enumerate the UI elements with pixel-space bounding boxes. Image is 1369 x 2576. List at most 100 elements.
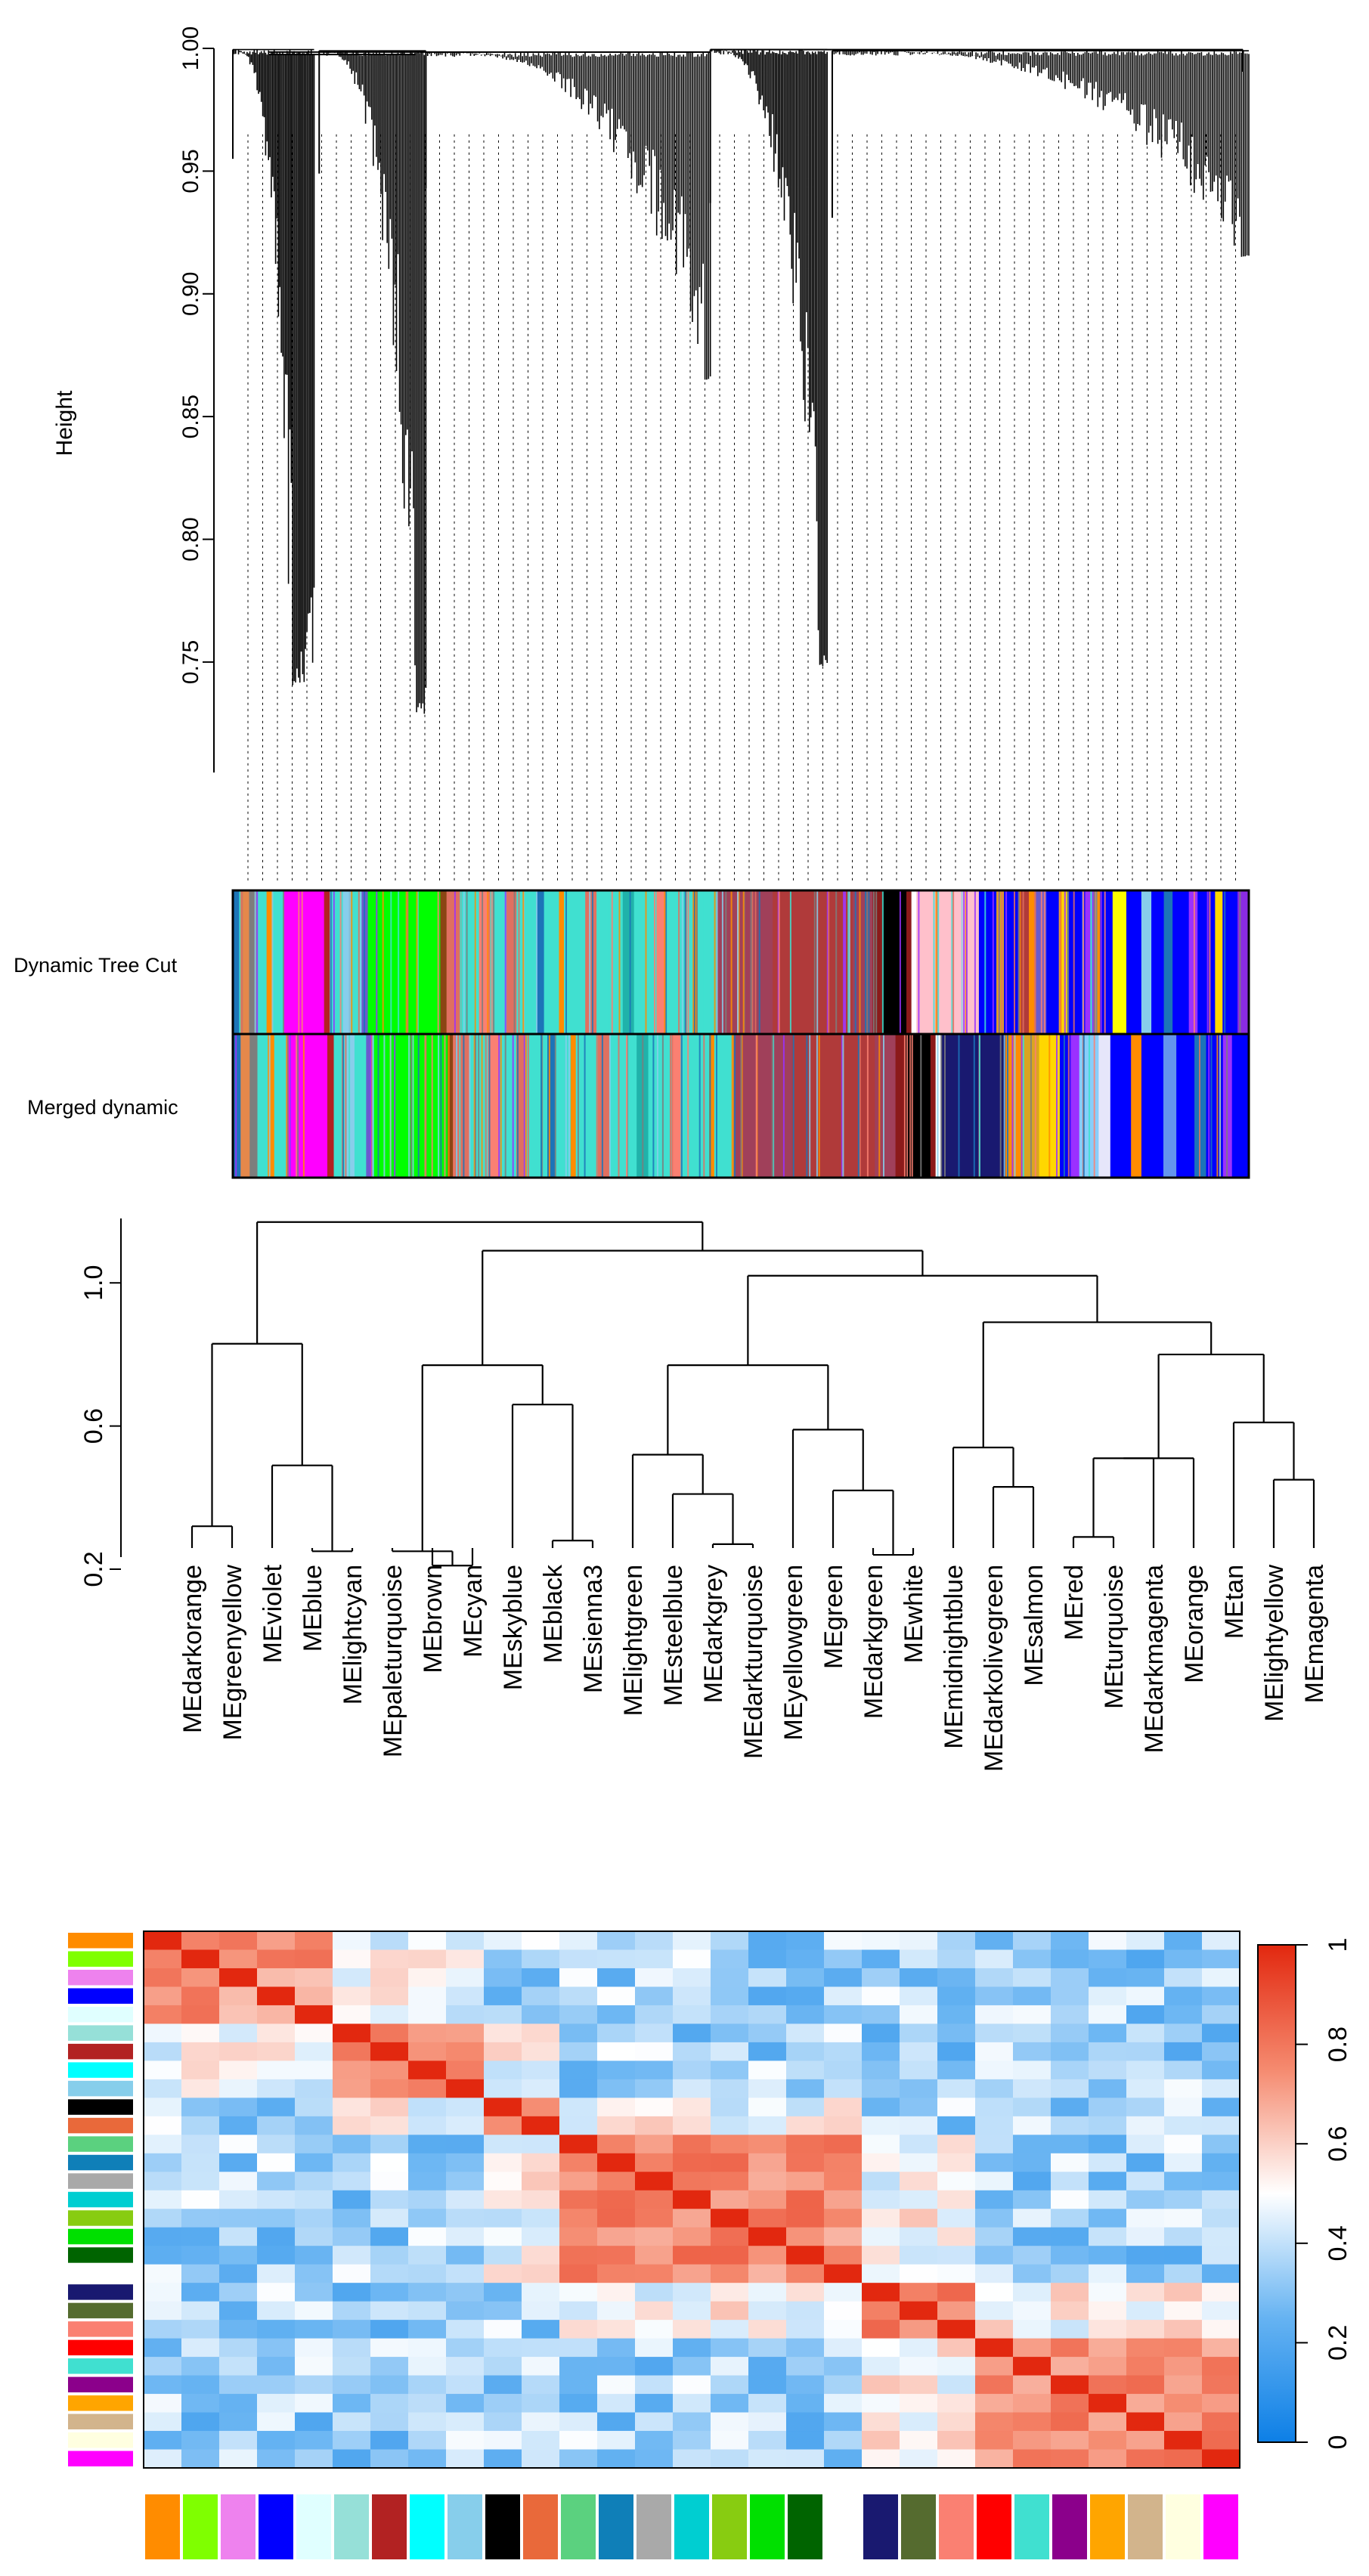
heatmap-cell	[522, 2209, 560, 2228]
heatmap-cell	[219, 2135, 258, 2154]
heatmap-cell	[257, 2246, 296, 2265]
merged-dynamic-segment-stripe	[1093, 1034, 1095, 1178]
gene-tree-branches	[232, 48, 1250, 714]
heatmap-cell	[937, 1931, 976, 1950]
heatmap-cell	[673, 2042, 711, 2061]
merged-dynamic-segment-stripe	[703, 1034, 705, 1178]
eigengene-leaf-label: MEdarkmagenta	[1140, 1565, 1169, 1754]
merged-dynamic-segment-stripe	[1030, 1034, 1032, 1178]
heatmap-cell	[408, 2227, 447, 2246]
heatmap-cell	[370, 2227, 409, 2246]
heatmap-cell	[144, 2079, 182, 2098]
heatmap-cell	[748, 2042, 787, 2061]
heatmap-cell	[1013, 2227, 1052, 2246]
heatmap-cell	[975, 2449, 1014, 2469]
merged-dynamic-segment-stripe	[466, 1034, 469, 1178]
dynamic-tree-cut-segment-stripe	[351, 890, 353, 1034]
heatmap-cell	[786, 2375, 825, 2395]
merged-dynamic-segment	[597, 1034, 610, 1178]
heatmap-cell	[1013, 2301, 1052, 2321]
heatmap-cell	[862, 1931, 900, 1950]
heatmap-cell	[257, 2190, 296, 2209]
heatmap-cell	[219, 2449, 258, 2469]
heatmap-cell	[333, 2320, 371, 2339]
heatmap-cell	[559, 2246, 598, 2265]
dynamic-tree-cut-segment-stripe	[474, 890, 476, 1034]
heatmap-cell	[370, 1931, 409, 1950]
merged-dynamic-segment-stripe	[485, 1034, 487, 1178]
heatmap-cell	[937, 2098, 976, 2117]
heatmap-cell	[295, 1931, 333, 1950]
heatmap-cell	[559, 2098, 598, 2117]
heatmap-cell	[408, 1949, 447, 1969]
heatmap-cell	[219, 2172, 258, 2191]
heatmap-cell	[786, 2060, 825, 2080]
dynamic-tree-cut-segment	[622, 890, 635, 1034]
gene-dendrogram-ylabel: Height	[52, 390, 77, 456]
heatmap-cell	[522, 2023, 560, 2043]
heatmap-cell	[1013, 2135, 1052, 2154]
heatmap-cell	[333, 2246, 371, 2265]
heatmap-cell	[1089, 2209, 1127, 2228]
dynamic-tree-cut-segment-stripe	[935, 890, 937, 1034]
heatmap-cell	[1164, 2264, 1203, 2283]
heatmap-cell	[559, 2060, 598, 2080]
heatmap-cell	[900, 2098, 938, 2117]
heatmap-cell	[824, 2227, 863, 2246]
heatmap-cell	[1013, 2338, 1052, 2358]
merged-dynamic-segment-stripe	[909, 1034, 912, 1178]
heatmap-cell	[711, 2209, 749, 2228]
heatmap-cell	[559, 2209, 598, 2228]
heatmap-cell	[597, 2209, 636, 2228]
heatmap-cell	[824, 2283, 863, 2302]
dynamic-tree-cut-segment-stripe	[933, 890, 935, 1034]
merged-dynamic-segment-stripe	[342, 1034, 343, 1178]
heatmap-column-color	[788, 2494, 822, 2559]
dynamic-tree-cut-segment-stripe	[298, 890, 300, 1034]
heatmap-cell	[1126, 2246, 1165, 2265]
heatmap-cell	[370, 2209, 409, 2228]
heatmap-cell	[408, 1986, 447, 2006]
heatmap-cell	[1051, 2246, 1089, 2265]
dynamic-tree-cut-segment-stripe	[1083, 890, 1085, 1034]
heatmap-cell	[295, 2394, 333, 2413]
heatmap-cell	[597, 2357, 636, 2376]
heatmap-cell	[1202, 2153, 1240, 2172]
dynamic-tree-cut-segment-stripe	[349, 890, 352, 1034]
dynamic-tree-cut-segment	[872, 890, 884, 1034]
heatmap-cell	[1202, 2431, 1240, 2451]
heatmap-cell	[295, 2375, 333, 2395]
heatmap-cell	[824, 2042, 863, 2061]
merged-dynamic-segment-stripe	[1056, 1034, 1058, 1178]
heatmap-cell	[900, 2357, 938, 2376]
heatmap-cell	[559, 2227, 598, 2246]
dynamic-tree-cut-segment-stripe	[952, 890, 955, 1034]
dynamic-tree-cut-segment-stripe	[1093, 890, 1095, 1034]
dynamic-tree-cut-segment-stripe	[589, 890, 591, 1034]
dynamic-tree-cut-segment-stripe	[936, 890, 938, 1034]
heatmap-cell	[559, 2079, 598, 2098]
heatmap-cell	[862, 2301, 900, 2321]
heatmap-cell	[219, 2394, 258, 2413]
dynamic-tree-cut-segment-stripe	[984, 890, 986, 1034]
heatmap-cell	[900, 2079, 938, 2098]
heatmap-cell	[748, 2246, 787, 2265]
heatmap-cell	[673, 2320, 711, 2339]
heatmap-cell	[635, 2227, 674, 2246]
heatmap-cell	[144, 2116, 182, 2135]
heatmap-cell	[181, 2301, 220, 2321]
heatmap-cell	[370, 2320, 409, 2339]
eigengene-ytick-label: 1.0	[79, 1265, 108, 1301]
heatmap-cell	[333, 2023, 371, 2043]
dynamic-tree-cut-segment-stripe	[738, 890, 740, 1034]
heatmap-cell	[522, 2227, 560, 2246]
heatmap-cell	[559, 2023, 598, 2043]
heatmap-cell	[1164, 2172, 1203, 2191]
heatmap-cell	[975, 2060, 1014, 2080]
heatmap-cell	[1202, 2246, 1240, 2265]
heatmap-cell	[900, 2209, 938, 2228]
heatmap-cell	[181, 2320, 220, 2339]
merged-dynamic-segment-stripe	[370, 1034, 373, 1178]
heatmap-cell	[748, 2227, 787, 2246]
merged-dynamic-segment-stripe	[1007, 1034, 1008, 1178]
